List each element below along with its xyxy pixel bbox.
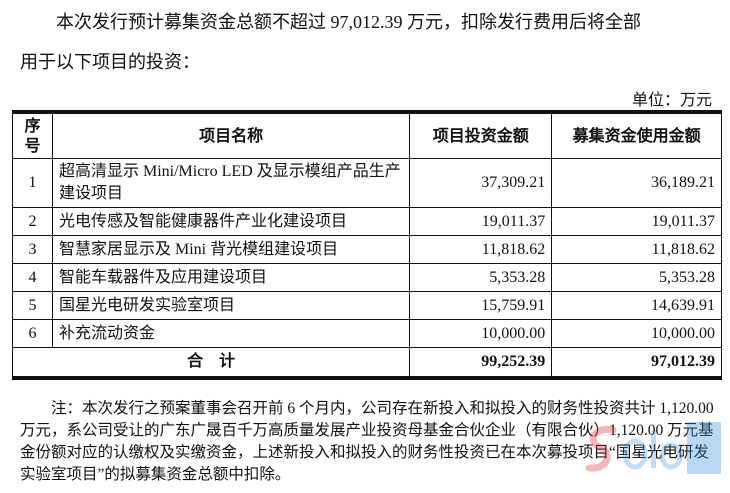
investment-table: 序号 项目名称 项目投资金额 募集资金使用金额 1 超高清显示 Mini/Mic…	[11, 110, 722, 380]
row-no: 4	[12, 263, 53, 292]
table-row: 2 光电传感及智能健康器件产业化建设项目 19,011.37 19,011.37	[12, 207, 722, 236]
row-invest: 10,000.00	[409, 319, 553, 348]
row-no: 2	[12, 207, 53, 236]
header-no: 序号	[12, 111, 53, 159]
row-invest: 5,353.28	[409, 263, 553, 292]
row-raised: 10,000.00	[551, 319, 722, 348]
unit-label: 单位：万元	[631, 92, 712, 109]
table-row: 1 超高清显示 Mini/Micro LED 及显示模组产品生产建设项目 37,…	[12, 158, 722, 208]
header-name: 项目名称	[51, 111, 411, 159]
total-invest: 99,252.39	[409, 347, 553, 379]
total-label: 合 计	[11, 347, 411, 379]
row-raised: 36,189.21	[551, 158, 722, 208]
table-row: 3 智慧家居显示及 Mini 背光模组建设项目 11,818.62 11,818…	[12, 235, 722, 264]
row-invest: 19,011.37	[409, 207, 553, 236]
total-raised: 97,012.39	[551, 347, 722, 379]
table-row: 4 智能车载器件及应用建设项目 5,353.28 5,353.28	[12, 263, 722, 292]
row-raised: 5,353.28	[551, 263, 722, 292]
footnote: 注：本次发行之预案董事会召开前 6 个月内，公司存在新投入和拟投入的财务性投资共…	[20, 400, 714, 483]
row-invest: 15,759.91	[409, 291, 553, 320]
row-invest: 37,309.21	[409, 158, 553, 208]
intro-line-2: 用于以下项目的投资：	[20, 52, 200, 72]
row-no: 6	[12, 319, 53, 348]
row-invest: 11,818.62	[409, 235, 553, 264]
row-raised: 11,818.62	[551, 235, 722, 264]
header-invest: 项目投资金额	[409, 111, 553, 159]
row-name: 光电传感及智能健康器件产业化建设项目	[51, 207, 411, 236]
table-row: 5 国星光电研发实验室项目 15,759.91 14,639.91	[12, 291, 722, 320]
row-name: 智能车载器件及应用建设项目	[51, 263, 411, 292]
intro-line-1: 本次发行预计募集资金总额不超过 97,012.39 万元，扣除发行费用后将全部	[56, 12, 641, 32]
row-no: 5	[12, 291, 53, 320]
row-no: 3	[12, 235, 53, 264]
row-no: 1	[12, 158, 53, 208]
total-row: 合 计 99,252.39 97,012.39	[11, 347, 722, 379]
row-name: 智慧家居显示及 Mini 背光模组建设项目	[51, 235, 411, 264]
row-name: 补充流动资金	[51, 319, 411, 348]
row-raised: 19,011.37	[551, 207, 722, 236]
table-header: 序号 项目名称 项目投资金额 募集资金使用金额	[12, 111, 722, 159]
table-row: 6 补充流动资金 10,000.00 10,000.00	[12, 319, 722, 348]
header-raised: 募集资金使用金额	[551, 111, 722, 159]
row-raised: 14,639.91	[551, 291, 722, 320]
row-name: 超高清显示 Mini/Micro LED 及显示模组产品生产建设项目	[51, 158, 411, 208]
row-name: 国星光电研发实验室项目	[51, 291, 411, 320]
